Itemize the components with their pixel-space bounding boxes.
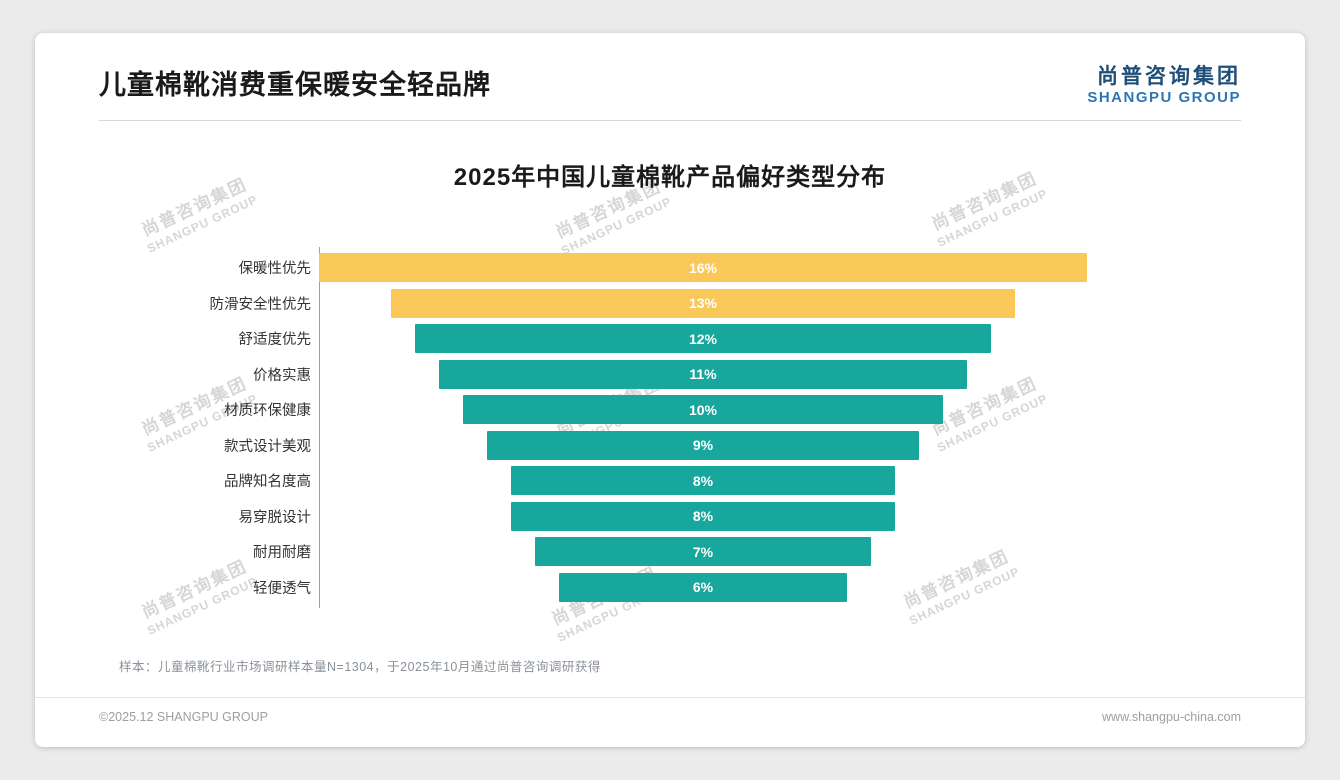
bar-value-label: 13% <box>688 295 718 312</box>
chart-rows: 保暖性优先 16% 防滑安全性优先 13% 舒适度优先 12% 价格实惠 11% 材质环保健康 1… <box>99 247 1241 608</box>
chart-row: 舒适度优先 12% <box>99 321 1241 357</box>
bar-track: 7% <box>319 537 1241 567</box>
bar-track: 8% <box>319 501 1241 531</box>
bar-track: 6% <box>319 572 1241 602</box>
bar-track: 8% <box>319 466 1241 496</box>
bar: 13% <box>391 288 1015 318</box>
category-label: 款式设计美观 <box>224 438 311 455</box>
chart-row: 品牌知名度高 8% <box>99 463 1241 499</box>
chart-row: 耐用耐磨 7% <box>99 534 1241 570</box>
category-label: 保暖性优先 <box>238 261 312 278</box>
company-logo: 尚普咨询集团 SHANGPU GROUP <box>1087 65 1241 106</box>
page-title: 儿童棉靴消费重保暖安全轻品牌 <box>99 70 491 100</box>
slide-card: 尚普咨询集团 SHANGPU GROUP 尚普咨询集团 SHANGPU GROUP 尚普… <box>35 33 1305 747</box>
header-divider <box>99 120 1241 121</box>
category-label: 材质环保健康 <box>224 403 311 420</box>
category-label: 防滑安全性优先 <box>209 296 312 313</box>
header: 儿童棉靴消费重保暖安全轻品牌 尚普咨询集团 SHANGPU GROUP <box>35 33 1305 120</box>
bar-track: 12% <box>319 324 1241 354</box>
chart-row: 防滑安全性优先 13% <box>99 286 1241 322</box>
logo-text-cn: 尚普咨询集团 <box>1097 64 1241 88</box>
sample-footnote: 样本：儿童棉靴行业市场调研样本量N=1304，于2025年10月通过尚普咨询调研… <box>119 660 601 674</box>
bar-track: 11% <box>319 359 1241 389</box>
chart-row: 轻便透气 6% <box>99 570 1241 606</box>
bar-track: 16% <box>319 253 1241 283</box>
logo-text-en: SHANGPU GROUP <box>1087 88 1241 106</box>
category-label: 易穿脱设计 <box>238 509 312 526</box>
bar: 7% <box>535 537 871 567</box>
footer-copyright: ©2025.12 SHANGPU GROUP <box>99 710 268 724</box>
category-label: 耐用耐磨 <box>253 545 311 562</box>
footer-website: www.shangpu-china.com <box>1102 710 1241 724</box>
chart-row: 保暖性优先 16% <box>99 250 1241 286</box>
bar-track: 13% <box>319 288 1241 318</box>
bar: 9% <box>487 430 919 460</box>
bar: 10% <box>463 395 943 425</box>
chart-row: 材质环保健康 10% <box>99 392 1241 428</box>
bar-value-label: 6% <box>692 579 714 596</box>
chart-row: 款式设计美观 9% <box>99 428 1241 464</box>
bar-track: 10% <box>319 395 1241 425</box>
bar: 6% <box>559 572 847 602</box>
bar-value-label: 16% <box>688 259 718 276</box>
bar-value-label: 10% <box>688 401 718 418</box>
bar-value-label: 8% <box>692 508 714 525</box>
category-label: 价格实惠 <box>253 367 311 384</box>
bar-value-label: 11% <box>689 366 717 383</box>
bar: 8% <box>511 501 895 531</box>
category-label: 轻便透气 <box>253 580 311 597</box>
footer: ©2025.12 SHANGPU GROUP www.shangpu-china… <box>35 697 1305 747</box>
bar-value-label: 8% <box>692 472 714 489</box>
bar: 8% <box>511 466 895 496</box>
chart-title: 2025年中国儿童棉靴产品偏好类型分布 <box>453 164 887 191</box>
category-label: 舒适度优先 <box>238 332 312 349</box>
category-label: 品牌知名度高 <box>224 474 311 491</box>
bar-value-label: 9% <box>692 437 714 454</box>
bar-track: 9% <box>319 430 1241 460</box>
chart-area: 2025年中国儿童棉靴产品偏好类型分布 保暖性优先 16% 防滑安全性优先 13% 舒适… <box>35 157 1305 608</box>
chart-row: 价格实惠 11% <box>99 357 1241 393</box>
bar-value-label: 7% <box>692 543 714 560</box>
bar: 16% <box>319 253 1087 283</box>
bar: 12% <box>415 324 991 354</box>
chart-row: 易穿脱设计 8% <box>99 499 1241 535</box>
bar-value-label: 12% <box>688 330 718 347</box>
bar: 11% <box>439 359 967 389</box>
